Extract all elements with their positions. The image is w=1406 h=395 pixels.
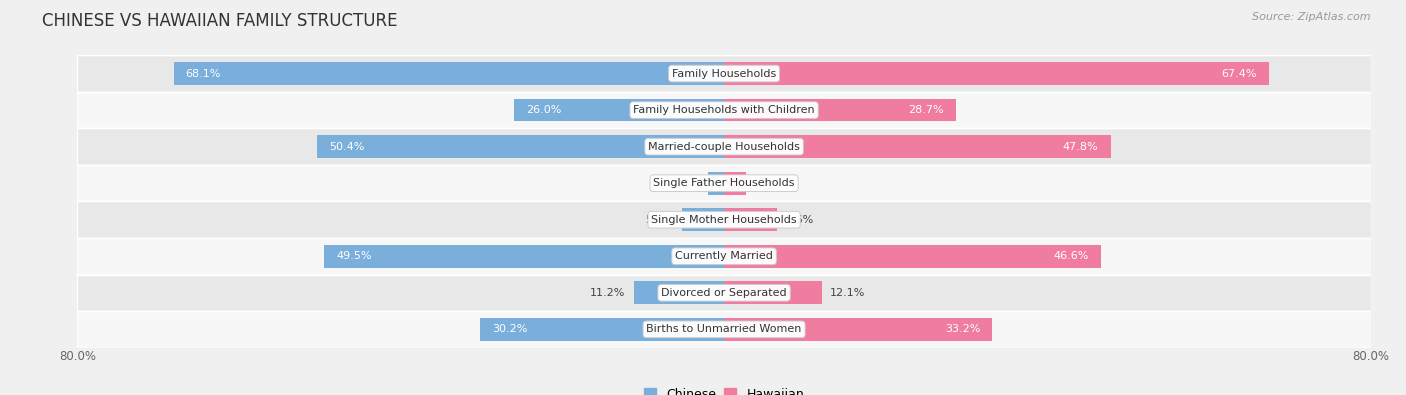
Bar: [724, 62, 1270, 85]
Text: 6.6%: 6.6%: [786, 215, 814, 225]
Text: Source: ZipAtlas.com: Source: ZipAtlas.com: [1253, 12, 1371, 22]
Bar: [77, 128, 1371, 165]
Text: 33.2%: 33.2%: [945, 324, 980, 334]
Bar: [479, 318, 724, 340]
Text: 30.2%: 30.2%: [492, 324, 527, 334]
Bar: [724, 245, 1101, 267]
Text: 11.2%: 11.2%: [591, 288, 626, 298]
Bar: [77, 165, 1371, 201]
Text: Family Households with Children: Family Households with Children: [633, 105, 815, 115]
Text: 49.5%: 49.5%: [336, 251, 371, 261]
Text: 68.1%: 68.1%: [186, 69, 221, 79]
Bar: [77, 55, 1371, 92]
Bar: [323, 245, 724, 267]
Text: Married-couple Households: Married-couple Households: [648, 142, 800, 152]
Bar: [77, 92, 1371, 128]
Text: Currently Married: Currently Married: [675, 251, 773, 261]
Text: CHINESE VS HAWAIIAN FAMILY STRUCTURE: CHINESE VS HAWAIIAN FAMILY STRUCTURE: [42, 12, 398, 30]
Legend: Chinese, Hawaiian: Chinese, Hawaiian: [638, 383, 810, 395]
Bar: [724, 172, 747, 194]
Bar: [724, 282, 823, 304]
Bar: [77, 275, 1371, 311]
Bar: [682, 209, 724, 231]
Text: Births to Unmarried Women: Births to Unmarried Women: [647, 324, 801, 334]
Text: 46.6%: 46.6%: [1053, 251, 1088, 261]
Text: Single Mother Households: Single Mother Households: [651, 215, 797, 225]
Bar: [515, 99, 724, 121]
Text: Divorced or Separated: Divorced or Separated: [661, 288, 787, 298]
Text: 50.4%: 50.4%: [329, 142, 364, 152]
Bar: [724, 99, 956, 121]
Text: 2.0%: 2.0%: [672, 178, 700, 188]
Bar: [724, 135, 1111, 158]
Text: 5.2%: 5.2%: [645, 215, 673, 225]
Bar: [724, 318, 993, 340]
Bar: [709, 172, 724, 194]
Text: Single Father Households: Single Father Households: [654, 178, 794, 188]
Text: 28.7%: 28.7%: [908, 105, 943, 115]
Text: 67.4%: 67.4%: [1222, 69, 1257, 79]
Bar: [77, 311, 1371, 348]
Bar: [77, 238, 1371, 275]
Text: 2.7%: 2.7%: [754, 178, 783, 188]
Bar: [173, 62, 724, 85]
Bar: [634, 282, 724, 304]
Bar: [316, 135, 724, 158]
Bar: [724, 209, 778, 231]
Text: 26.0%: 26.0%: [526, 105, 561, 115]
Text: Family Households: Family Households: [672, 69, 776, 79]
Bar: [77, 201, 1371, 238]
Text: 47.8%: 47.8%: [1063, 142, 1098, 152]
Text: 12.1%: 12.1%: [830, 288, 865, 298]
